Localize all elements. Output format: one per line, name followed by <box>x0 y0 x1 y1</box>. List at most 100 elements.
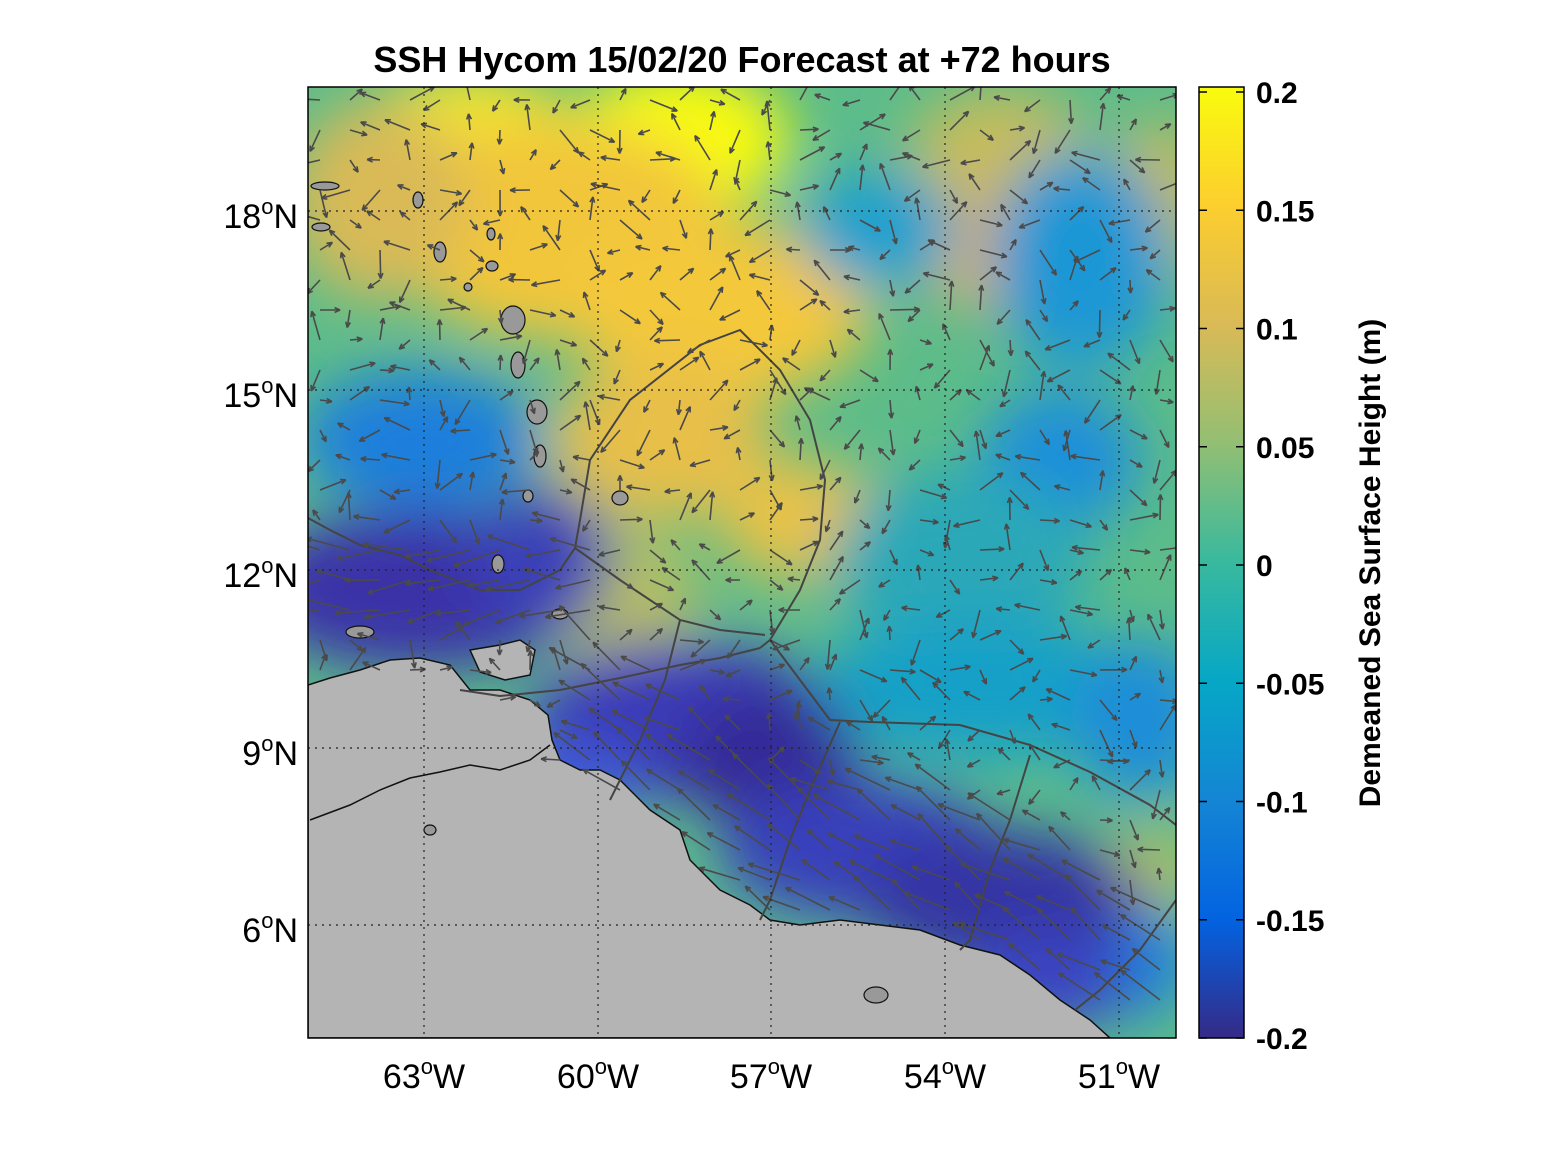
velocity-arrow <box>889 279 896 297</box>
velocity-arrow <box>598 394 621 401</box>
ssh-field <box>308 87 1176 1038</box>
velocity-arrow <box>349 361 376 371</box>
velocity-arrow <box>649 99 678 112</box>
velocity-arrow <box>1009 686 1026 701</box>
velocity-arrow <box>768 459 775 482</box>
velocity-arrow <box>737 866 771 881</box>
velocity-arrow <box>913 429 921 444</box>
velocity-arrow <box>649 362 665 371</box>
velocity-arrow <box>367 279 381 290</box>
velocity-arrow <box>499 390 514 401</box>
velocity-arrow <box>521 339 531 365</box>
velocity-arrow <box>627 199 651 221</box>
velocity-arrow <box>799 515 819 523</box>
velocity-arrow <box>1019 471 1041 491</box>
velocity-arrow <box>1057 952 1101 971</box>
velocity-arrow <box>349 646 367 671</box>
velocity-arrow <box>859 369 879 383</box>
velocity-arrow <box>531 279 561 288</box>
velocity-arrow <box>734 825 771 851</box>
velocity-arrow <box>1129 118 1137 131</box>
velocity-arrow <box>1009 562 1024 581</box>
velocity-arrow <box>1159 305 1176 312</box>
velocity-arrow <box>1159 123 1172 131</box>
velocity-arrow <box>919 363 934 371</box>
velocity-arrow <box>398 339 411 350</box>
velocity-arrow <box>787 576 801 583</box>
velocity-arrow <box>1116 94 1131 101</box>
velocity-arrow <box>1069 609 1094 617</box>
velocity-arrow <box>458 189 471 207</box>
velocity-arrow <box>859 699 874 722</box>
velocity-arrow <box>699 350 711 371</box>
velocity-arrow <box>679 219 688 239</box>
velocity-arrow <box>709 609 722 621</box>
colorbar-tick-label: -0.2 <box>1256 1023 1308 1056</box>
velocity-arrow <box>932 681 951 701</box>
velocity-arrow <box>706 832 741 851</box>
velocity-arrow <box>439 189 463 196</box>
velocity-arrow <box>1122 309 1131 321</box>
velocity-arrow <box>345 492 352 521</box>
velocity-arrow <box>349 336 363 343</box>
velocity-arrow <box>337 422 351 431</box>
velocity-arrow <box>1032 669 1041 683</box>
velocity-arrow <box>691 489 711 514</box>
velocity-arrow <box>558 604 591 641</box>
velocity-arrow <box>491 99 501 112</box>
velocity-arrow <box>1060 859 1101 881</box>
velocity-arrow <box>309 129 321 153</box>
velocity-arrow <box>1135 156 1161 163</box>
island-chain <box>310 181 889 1004</box>
velocity-arrow <box>465 113 473 131</box>
velocity-arrow <box>747 862 801 881</box>
velocity-arrow <box>1082 176 1101 191</box>
velocity-arrow <box>949 628 965 641</box>
velocity-arrow <box>978 284 985 311</box>
velocity-arrow <box>405 579 441 587</box>
velocity-arrow <box>797 786 831 821</box>
velocity-arrow <box>529 149 537 161</box>
velocity-arrow <box>829 598 842 611</box>
velocity-arrow <box>1031 129 1041 155</box>
velocity-arrow <box>499 429 510 455</box>
velocity-arrow <box>1099 568 1113 581</box>
velocity-arrow <box>801 858 831 881</box>
velocity-arrow <box>319 189 329 219</box>
velocity-arrow <box>435 609 471 617</box>
velocity-arrow <box>679 638 705 645</box>
velocity-arrow <box>312 509 321 521</box>
velocity-arrow <box>839 399 861 409</box>
velocity-arrow <box>320 189 351 200</box>
velocity-arrow <box>662 245 681 252</box>
velocity-arrow <box>1099 699 1118 722</box>
velocity-arrows <box>308 87 1176 1001</box>
velocity-arrow <box>1045 947 1071 971</box>
velocity-arrow <box>559 639 569 665</box>
velocity-arrow <box>1074 604 1101 611</box>
velocity-arrow <box>1131 947 1161 971</box>
velocity-arrow <box>498 498 505 521</box>
velocity-arrow <box>1125 617 1133 641</box>
velocity-arrow <box>1129 339 1141 365</box>
velocity-arrow <box>310 369 321 392</box>
velocity-arrow <box>589 269 607 281</box>
chart-title: SSH Hycom 15/02/20 Forecast at +72 hours <box>373 39 1110 80</box>
velocity-arrow <box>349 219 362 229</box>
velocity-arrow <box>1069 669 1098 678</box>
velocity-arrow <box>439 416 449 431</box>
velocity-arrow <box>509 187 531 194</box>
velocity-arrow <box>1149 249 1161 260</box>
velocity-arrow <box>973 430 981 461</box>
velocity-arrow <box>335 453 351 461</box>
velocity-arrow <box>619 219 643 240</box>
velocity-arrow <box>1039 279 1047 305</box>
velocity-arrow <box>720 88 741 101</box>
velocity-arrow <box>859 759 884 766</box>
velocity-arrow <box>439 399 446 418</box>
velocity-arrow <box>319 306 341 314</box>
velocity-arrow <box>812 793 861 821</box>
velocity-arrow <box>678 770 711 791</box>
velocity-arrow <box>619 579 634 590</box>
